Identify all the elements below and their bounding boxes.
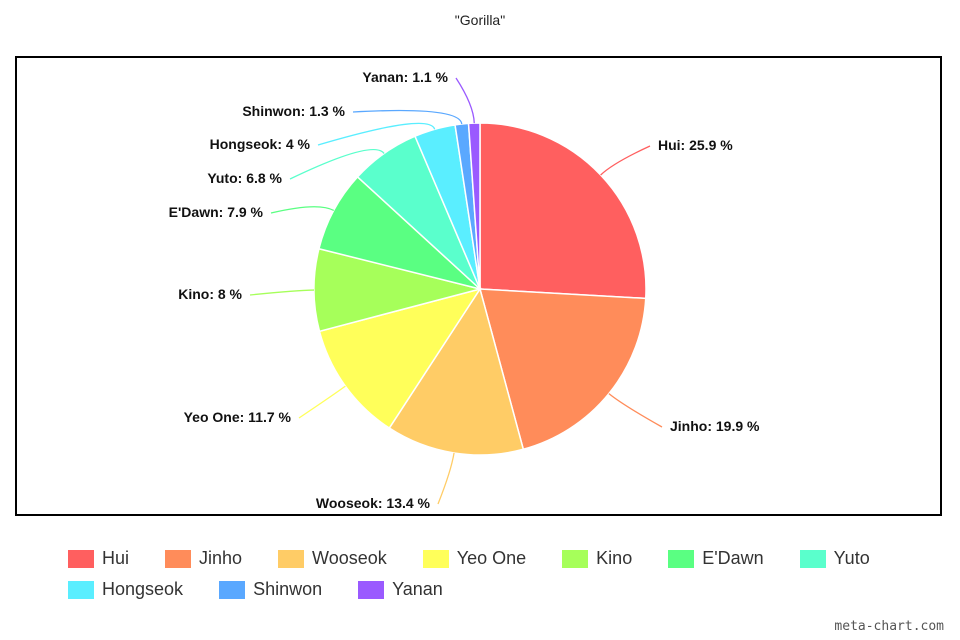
connector-line xyxy=(600,145,651,176)
legend-swatch xyxy=(799,549,826,568)
chart-title: "Gorilla" xyxy=(454,12,506,28)
legend-label: Jinho xyxy=(199,548,243,568)
data-label: Yuto: 6.8 % xyxy=(207,170,282,186)
data-label: Jinho: 19.9 % xyxy=(670,418,760,434)
data-label: Shinwon: 1.3 % xyxy=(242,103,345,119)
connector-line xyxy=(608,393,663,428)
data-label: Wooseok: 13.4 % xyxy=(316,495,431,511)
legend-item[interactable]: Wooseok xyxy=(278,548,387,569)
connector-line xyxy=(289,148,385,180)
legend-swatch xyxy=(562,549,589,568)
data-label: Yanan: 1.1 % xyxy=(362,69,448,85)
data-label: Hongseok: 4 % xyxy=(210,136,311,152)
legend-label: Shinwon xyxy=(253,579,323,599)
chart-frame xyxy=(15,56,942,516)
data-label: E'Dawn: 7.9 % xyxy=(169,204,264,220)
brand-watermark: meta-chart.com xyxy=(834,619,944,634)
legend-item[interactable]: Shinwon xyxy=(219,579,322,600)
legend-item[interactable]: Jinho xyxy=(165,548,242,569)
connector-line xyxy=(270,206,335,214)
data-label: Kino: 8 % xyxy=(178,286,242,302)
legend-label: Hongseok xyxy=(102,579,184,599)
legend-swatch xyxy=(165,549,192,568)
legend-item[interactable]: Yuto xyxy=(799,548,870,569)
connector-line xyxy=(437,452,455,505)
legend-item[interactable]: Hui xyxy=(68,548,129,569)
pie-slice-hui xyxy=(479,122,647,300)
legend-swatch xyxy=(68,580,94,599)
legend-label: Hui xyxy=(102,548,130,568)
pie-slice-yeo-one xyxy=(318,287,482,430)
legend-label: Wooseok xyxy=(312,548,387,568)
legend-label: Yanan xyxy=(392,579,443,599)
legend-label: Yeo One xyxy=(456,548,527,568)
legend-item[interactable]: E'Dawn xyxy=(668,548,764,569)
connector-line xyxy=(455,77,475,124)
connector-line xyxy=(249,289,315,296)
legend-item[interactable]: Yeo One xyxy=(422,548,527,569)
legend-item[interactable]: Kino xyxy=(562,548,632,569)
legend-swatch xyxy=(668,549,695,568)
chart-legend: Hui Jinho Wooseok Yeo One Kino E'Dawn Yuto Hong… xyxy=(68,548,928,600)
legend-swatch xyxy=(358,580,385,599)
legend-label: Kino xyxy=(596,548,633,568)
legend-swatch xyxy=(422,549,449,568)
legend-label: Yuto xyxy=(833,548,870,568)
legend-swatch xyxy=(278,549,305,568)
data-label: Yeo One: 11.7 % xyxy=(184,409,292,425)
legend-label: E'Dawn xyxy=(702,548,764,568)
pie-slice-wooseok xyxy=(388,287,525,456)
legend-swatch xyxy=(219,580,246,599)
connector-line xyxy=(298,385,346,419)
data-label: Hui: 25.9 % xyxy=(658,137,733,153)
connector-line xyxy=(352,109,463,125)
legend-swatch xyxy=(68,549,94,568)
connector-line xyxy=(317,122,436,146)
legend-item[interactable]: Hongseok xyxy=(68,579,183,600)
legend-item[interactable]: Yanan xyxy=(358,579,443,600)
